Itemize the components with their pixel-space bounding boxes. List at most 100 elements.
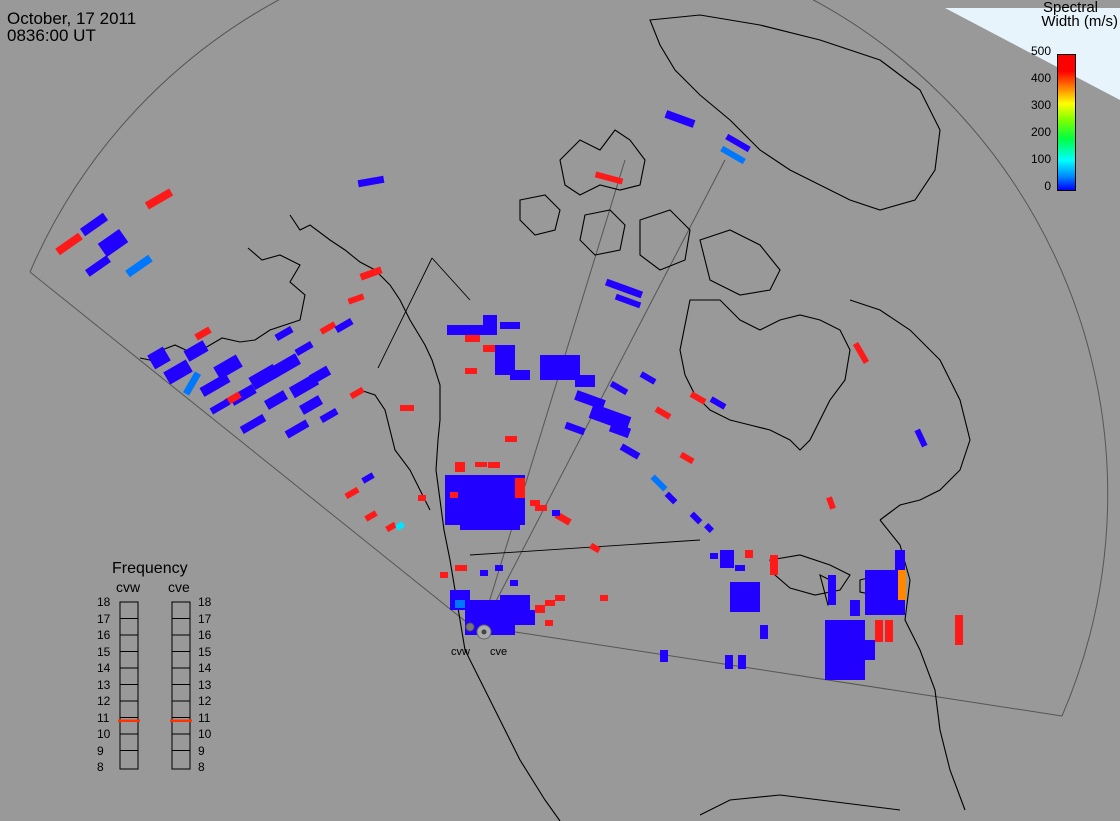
radar-cell bbox=[725, 655, 733, 669]
radar-cell bbox=[440, 572, 448, 578]
radar-cell bbox=[865, 640, 875, 660]
radar-cell bbox=[745, 550, 753, 558]
radar-cell bbox=[455, 462, 465, 472]
radar-cell bbox=[505, 436, 517, 442]
radar-cell bbox=[735, 565, 745, 571]
radar-cell bbox=[614, 293, 642, 309]
radar-cell bbox=[385, 521, 397, 533]
sky-region bbox=[945, 8, 1120, 100]
radar-cell bbox=[347, 293, 365, 305]
radar-cell bbox=[510, 370, 530, 380]
radar-cell bbox=[97, 228, 129, 258]
radar-cell bbox=[319, 321, 337, 335]
radar-cell bbox=[709, 396, 727, 410]
radar-cell bbox=[588, 403, 632, 432]
radar-cell bbox=[447, 325, 497, 335]
radar-cell bbox=[55, 232, 83, 256]
radar-cell bbox=[359, 266, 383, 281]
frequency-tick-right: 17 bbox=[198, 611, 212, 626]
radar-cell bbox=[182, 371, 202, 396]
radar-cell bbox=[564, 421, 586, 436]
radar-cell bbox=[825, 620, 865, 680]
frequency-tick-right: 18 bbox=[198, 595, 212, 609]
radar-cell bbox=[770, 555, 778, 575]
coastlines bbox=[139, 14, 971, 821]
radar-cell bbox=[574, 390, 606, 410]
radar-cell bbox=[604, 278, 644, 299]
frequency-radar-right-label: cve bbox=[168, 579, 190, 595]
radar-cell bbox=[520, 610, 535, 625]
radar-cell bbox=[194, 326, 212, 341]
frequency-tick-left: 8 bbox=[97, 760, 104, 774]
radar-cell bbox=[875, 620, 883, 642]
radar-cell bbox=[955, 615, 963, 645]
radar-cell bbox=[209, 398, 231, 415]
frequency-tick-right: 11 bbox=[198, 710, 211, 725]
frequency-tick-left: 14 bbox=[97, 661, 111, 675]
radar-sites bbox=[465, 622, 492, 640]
radar-cell bbox=[450, 492, 458, 498]
radar-cell bbox=[530, 500, 540, 506]
radar-cell bbox=[704, 523, 714, 533]
radar-cell bbox=[495, 345, 515, 375]
colorbar-tick: 100 bbox=[1030, 152, 1051, 166]
radar-label-cve: cve bbox=[490, 646, 508, 658]
radar-cell bbox=[79, 212, 109, 237]
time-label: 0836:00 UT bbox=[7, 26, 96, 45]
frequency-tick-right: 16 bbox=[198, 628, 212, 642]
frequency-tick-right: 12 bbox=[198, 694, 212, 708]
radar-cell bbox=[898, 570, 906, 600]
radar-cell bbox=[269, 353, 301, 379]
radar-cell bbox=[826, 496, 836, 510]
radar-cell bbox=[455, 565, 467, 571]
radar-cell bbox=[263, 390, 289, 410]
radar-label-cvw: cvw bbox=[451, 646, 470, 658]
radar-cell bbox=[545, 600, 555, 606]
radar-cell bbox=[361, 472, 375, 484]
radar-cell bbox=[465, 368, 477, 374]
radar-cell bbox=[460, 500, 520, 530]
radar-cell bbox=[555, 595, 565, 601]
radar-cell bbox=[535, 605, 545, 613]
radar-cell bbox=[239, 414, 267, 434]
radar-cell bbox=[500, 322, 520, 329]
radar-cell bbox=[725, 133, 751, 153]
radar-cell bbox=[183, 340, 209, 362]
radar-cell bbox=[319, 407, 339, 424]
radar-cell bbox=[344, 486, 360, 500]
colorbar-tick: 200 bbox=[1030, 125, 1051, 139]
radar-cell bbox=[689, 511, 703, 525]
radar-cell bbox=[609, 380, 629, 396]
frequency-tick-right: 8 bbox=[198, 760, 205, 774]
radar-cell bbox=[664, 491, 678, 505]
radar-cell bbox=[852, 341, 870, 365]
radar-cell bbox=[213, 354, 243, 380]
radar-cell bbox=[710, 553, 718, 559]
radar-cell bbox=[400, 405, 414, 411]
radar-cell bbox=[660, 650, 668, 662]
radar-cell bbox=[144, 188, 174, 210]
radar-cell bbox=[334, 317, 354, 334]
radar-cell bbox=[483, 315, 497, 325]
radar-cell bbox=[515, 478, 525, 498]
frequency-gauge-right bbox=[171, 601, 191, 770]
frequency-tick-left: 11 bbox=[97, 710, 110, 725]
radar-cell bbox=[914, 428, 928, 448]
colorbar-tick: 0 bbox=[1044, 179, 1051, 193]
radar-cell bbox=[284, 419, 310, 439]
radar-cell bbox=[125, 254, 153, 278]
frequency-tick-left: 13 bbox=[97, 677, 111, 692]
radar-cells bbox=[55, 110, 963, 680]
radar-cell bbox=[199, 373, 231, 397]
radar-cell bbox=[483, 345, 498, 352]
radar-cell bbox=[552, 510, 560, 516]
radar-cell bbox=[885, 620, 893, 642]
radar-cell bbox=[274, 325, 294, 342]
frequency-tick-left: 18 bbox=[97, 595, 111, 609]
frequency-tick-left: 9 bbox=[97, 743, 104, 758]
frequency-tick-left: 16 bbox=[97, 628, 111, 642]
radar-cell bbox=[720, 550, 734, 568]
radar-cell bbox=[510, 580, 518, 586]
